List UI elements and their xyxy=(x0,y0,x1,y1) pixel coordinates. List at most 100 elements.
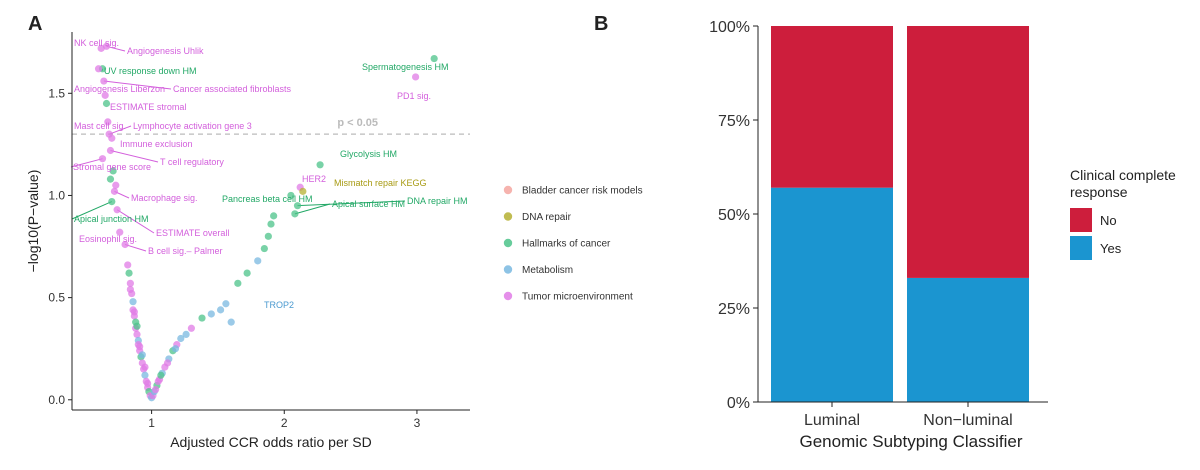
point-annotation: Spermatogenesis HM xyxy=(362,62,449,72)
scatter-point xyxy=(104,118,112,126)
scatter-point xyxy=(151,385,160,394)
point-annotation: Angiogenesis Liberzon xyxy=(74,84,165,94)
legend-swatch xyxy=(503,291,513,301)
point-annotation: ESTIMATE overall xyxy=(156,228,229,238)
x-axis-title: Adjusted CCR odds ratio per SD xyxy=(170,434,372,450)
scatter-point xyxy=(124,261,132,269)
x-tick-label: 1 xyxy=(148,416,155,430)
point-annotation: Apical junction HM xyxy=(74,214,149,224)
y-axis-title: −log10(P−value) xyxy=(25,170,41,273)
legend-label-b: Yes xyxy=(1100,241,1122,256)
scatter-point xyxy=(113,206,121,214)
scatter-point xyxy=(102,42,111,50)
legend-swatch xyxy=(503,212,513,221)
legend-label: Tumor microenvironment xyxy=(522,292,633,303)
annotation-leader-line xyxy=(103,80,172,90)
annotation-leader-line xyxy=(297,200,406,207)
point-annotation: Cancer associated fibroblasts xyxy=(173,84,292,94)
annotation-leader-line xyxy=(71,201,113,220)
scatter-point xyxy=(94,65,103,73)
annotation-leader-line xyxy=(124,244,147,252)
bar-segment-yes xyxy=(907,277,1029,402)
annotation-leader-line xyxy=(110,150,159,163)
scatter-point xyxy=(198,314,206,322)
bar-segment-no xyxy=(771,26,893,188)
bar-segment-yes xyxy=(771,187,893,402)
x-tick-label-b: Luminal xyxy=(804,412,860,429)
point-annotation: Pancreas beta cell HM xyxy=(222,194,313,204)
panel-a-legend: Bladder cancer risk models DNA repair Hall… xyxy=(503,185,643,303)
legend-swatch-yes xyxy=(1070,236,1092,260)
scatter-point xyxy=(106,146,115,155)
point-annotation: T cell regulatory xyxy=(160,157,224,167)
legend-title-line1: Clinical complete xyxy=(1070,167,1176,183)
legend-swatch xyxy=(503,265,513,274)
legend-swatch xyxy=(503,238,513,248)
scatter-point xyxy=(227,318,235,326)
scatter-point xyxy=(126,285,134,294)
scatter-point xyxy=(108,134,116,142)
scatter-point xyxy=(102,99,111,108)
legend-label: Hallmarks of cancer xyxy=(522,239,611,250)
scatter-point xyxy=(138,351,146,359)
panel-b-letter: B xyxy=(594,13,608,35)
scatter-point xyxy=(316,161,324,169)
y-tick-label-b: 100% xyxy=(709,19,750,36)
point-annotation: NK cell sig. xyxy=(74,38,119,48)
legend-swatch-no xyxy=(1070,208,1092,232)
scatter-point xyxy=(299,187,307,195)
scatter-point xyxy=(126,279,134,287)
legend-swatch xyxy=(503,185,513,195)
scatter-point xyxy=(154,377,162,385)
scatter-point xyxy=(163,359,172,367)
scatter-point xyxy=(177,334,185,343)
y-tick-label-b: 50% xyxy=(718,207,750,224)
scatter-point xyxy=(101,91,109,99)
scatter-point xyxy=(430,54,438,63)
annotation-leader-line xyxy=(116,209,155,234)
y-tick-label-b: 75% xyxy=(718,113,750,130)
point-annotation: Lymphocyte activation gene 3 xyxy=(133,121,252,131)
scatter-point xyxy=(182,330,190,338)
x-tick-label-b: Non−luminal xyxy=(923,412,1012,429)
legend-label: Metabolism xyxy=(522,265,573,276)
y-tick-label: 0.5 xyxy=(48,291,65,305)
point-annotation: HER2 xyxy=(302,174,326,184)
point-annotation: Angiogenesis Uhlik xyxy=(127,46,204,56)
y-tick-label-b: 0% xyxy=(727,395,750,412)
scatter-point xyxy=(116,228,124,236)
scatter-point xyxy=(287,191,295,200)
scatter-point xyxy=(108,197,116,206)
panel-a-letter: A xyxy=(28,13,42,35)
y-tick-label: 0.0 xyxy=(48,393,65,407)
scatter-point xyxy=(207,310,215,318)
scatter-point xyxy=(141,371,149,379)
scatter-point xyxy=(293,202,302,210)
point-annotation: Mast cell sig. xyxy=(74,121,126,131)
scatter-point xyxy=(254,257,262,265)
scatter-point xyxy=(270,212,278,220)
scatter-point xyxy=(234,279,242,287)
scatter-point xyxy=(129,298,137,306)
legend-label-b: No xyxy=(1100,213,1117,228)
x-axis-title-b: Genomic Subtyping Classifier xyxy=(800,432,1023,451)
x-tick-label: 3 xyxy=(414,416,421,430)
scatter-point xyxy=(133,330,141,338)
scatter-point xyxy=(243,269,251,277)
annotation-leader-line xyxy=(108,125,132,135)
y-tick-label: 1.0 xyxy=(48,188,65,202)
scatter-point xyxy=(98,155,107,163)
point-annotation: Immune exclusion xyxy=(120,139,193,149)
legend-label: Bladder cancer risk models xyxy=(522,186,643,197)
point-annotation: Mismatch repair KEGG xyxy=(334,178,427,188)
scatter-point xyxy=(264,232,272,240)
point-annotation: ESTIMATE stromal xyxy=(110,102,186,112)
scatter-point xyxy=(144,379,152,388)
scatter-point xyxy=(100,77,108,85)
panel-a-volcano-plot: A p < 0.05 NK cell sig. Angiogenesis Uhli… xyxy=(25,13,643,450)
point-annotation: Glycolysis HM xyxy=(340,149,397,159)
scatter-point xyxy=(267,220,275,228)
scatter-point xyxy=(412,73,420,81)
scatter-point xyxy=(109,167,117,175)
